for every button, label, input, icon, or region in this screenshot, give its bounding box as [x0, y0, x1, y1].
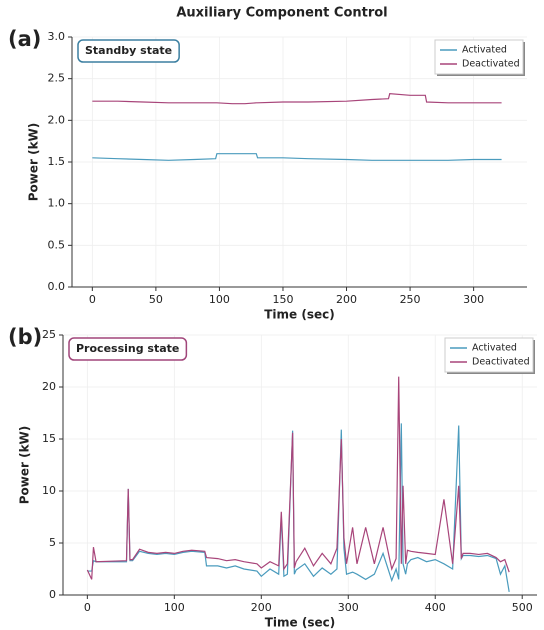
legend-label: Activated [462, 45, 507, 56]
annotation-box [77, 39, 180, 63]
series-line [87, 423, 510, 592]
y-tick-label: 10 [42, 484, 56, 497]
y-tick-label: 2.5 [48, 72, 66, 85]
x-tick-label: 0 [84, 601, 91, 614]
x-tick-label: 300 [463, 293, 484, 306]
y-axis-label: Power (kW) [18, 426, 32, 505]
y-tick-label: 15 [42, 432, 56, 445]
x-tick-label: 50 [149, 293, 163, 306]
legend-label: Deactivated [472, 357, 530, 368]
x-tick-label: 400 [425, 601, 446, 614]
annotation-box [68, 337, 188, 361]
y-tick-label: 0.0 [48, 280, 66, 293]
legend-label: Deactivated [462, 59, 520, 70]
series-line [92, 153, 502, 161]
x-tick-label: 0 [89, 293, 96, 306]
series-line [92, 93, 502, 105]
y-tick-label: 1.5 [48, 155, 66, 168]
panel-label: (b) [8, 325, 42, 349]
chart-title: Auxiliary Component Control [176, 6, 387, 21]
y-tick-label: 3.0 [48, 30, 66, 43]
y-tick-label: 0 [49, 588, 56, 601]
x-tick-label: 100 [209, 293, 230, 306]
y-axis-label: Power (kW) [27, 123, 41, 202]
x-axis-label: Time (sec) [265, 616, 335, 630]
legend-box [434, 39, 524, 75]
legend-box [444, 337, 534, 373]
panel-label: (a) [8, 27, 41, 51]
x-tick-label: 200 [336, 293, 357, 306]
y-tick-label: 20 [42, 380, 56, 393]
x-tick-label: 250 [400, 293, 421, 306]
y-tick-label: 2.0 [48, 113, 66, 126]
y-tick-label: 25 [42, 328, 56, 341]
annotation: Processing state [76, 342, 179, 355]
y-tick-label: 5 [49, 536, 56, 549]
y-tick-label: 0.5 [48, 238, 66, 251]
series-line [86, 376, 510, 580]
x-tick-label: 200 [251, 601, 272, 614]
x-axis-label: Time (sec) [264, 308, 334, 322]
x-tick-label: 300 [338, 601, 359, 614]
legend-label: Activated [472, 343, 517, 354]
x-tick-label: 150 [272, 293, 293, 306]
x-tick-label: 500 [512, 601, 533, 614]
annotation: Standby state [85, 44, 172, 57]
y-tick-label: 1.0 [48, 197, 66, 210]
x-tick-label: 100 [164, 601, 185, 614]
